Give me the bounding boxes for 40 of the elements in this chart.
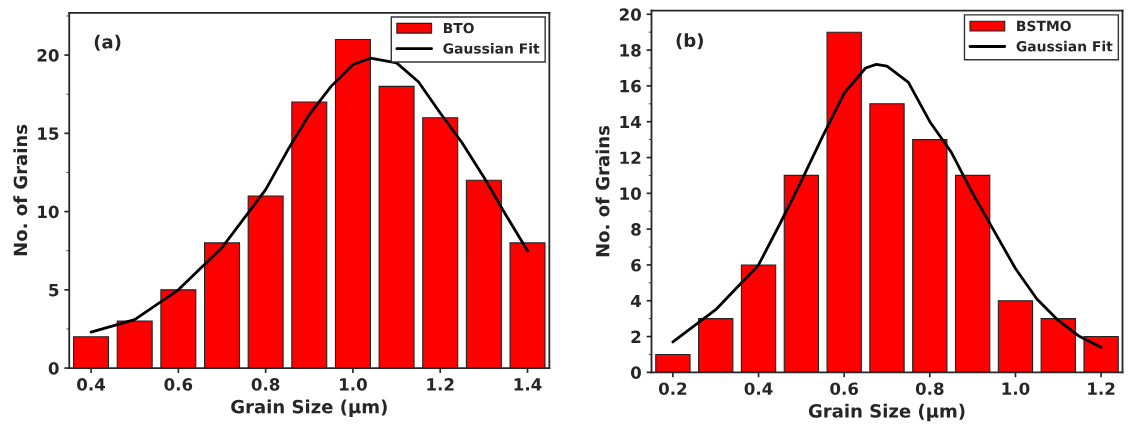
x-tick-label: 1.0 [340,378,367,391]
y-tick-label: 0 [630,366,641,379]
legend-label: BSTMO [1017,20,1071,32]
y-tick-label: 20 [37,49,59,62]
y-tick-label: 5 [49,284,59,297]
x-tick-label: 0.6 [164,378,193,391]
y-tick-label: 10 [38,205,59,219]
x-tick-label: 0.2 [658,382,687,395]
y-tick-label: 12 [620,151,641,164]
y-tick-label: 0 [48,362,59,375]
y-tick-label: 15 [38,127,59,140]
y-tick-label: 20 [619,8,641,21]
y-tick-label: 14 [620,115,641,129]
x-axis-title: Grain Size (μm) [231,399,387,417]
legend-label: BTO [443,22,474,34]
y-tick-label: 16 [620,79,641,93]
x-tick-label: 0.8 [251,378,280,391]
y-tick-label: 2 [631,330,641,343]
line-series [671,63,1103,349]
x-tick-label: 1.2 [427,378,454,391]
y-tick-label: 18 [620,44,641,57]
legend-label: Gaussian Fit [443,42,540,54]
legend-label: Gaussian Fit [1016,40,1113,52]
y-tick-label: 6 [631,258,641,272]
x-tick-label: 0.8 [915,382,944,395]
x-tick-label: 1.2 [1088,382,1115,395]
annotation: (b) [676,33,703,50]
x-tick-label: 0.6 [830,382,859,395]
y-axis-title: No. of Grains [13,124,28,256]
x-tick-label: 1.0 [1002,382,1030,395]
x-tick-label: 0.4 [744,382,773,395]
y-tick-label: 10 [620,187,641,200]
y-tick-label: 4 [630,294,641,308]
annotation: (a) [94,34,121,51]
y-axis-title: No. of Grains [595,125,610,257]
x-axis-title: Grain Size (μm) [808,403,965,422]
x-tick-label: 1.4 [514,378,542,391]
y-tick-label: 8 [631,223,641,236]
line-series [89,56,529,334]
x-tick-label: 0.4 [77,378,106,391]
